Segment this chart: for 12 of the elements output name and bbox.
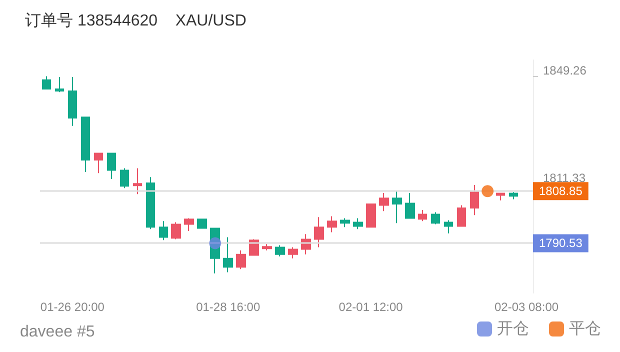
- text: daveee #5: [20, 324, 95, 340]
- x-tick-label: 02-01 12:00: [338, 300, 404, 314]
- x-tick-label: 01-28 16:00: [196, 300, 260, 314]
- ref-line-label: 1790.53: [539, 236, 583, 250]
- chart-title: 订单号 138544620 XAU/USD: [25, 12, 246, 30]
- x-tick-label: 02-03 08:00: [494, 300, 559, 314]
- ref-line-label: 1808.85: [539, 184, 583, 198]
- y-tick-label: 1811.33: [543, 171, 586, 186]
- legend-label: 平仓: [569, 320, 601, 338]
- legend-label: 开仓: [497, 320, 529, 338]
- y-tick-label: 1849.26: [543, 63, 587, 78]
- x-tick-label: 01-26 20:00: [40, 300, 105, 314]
